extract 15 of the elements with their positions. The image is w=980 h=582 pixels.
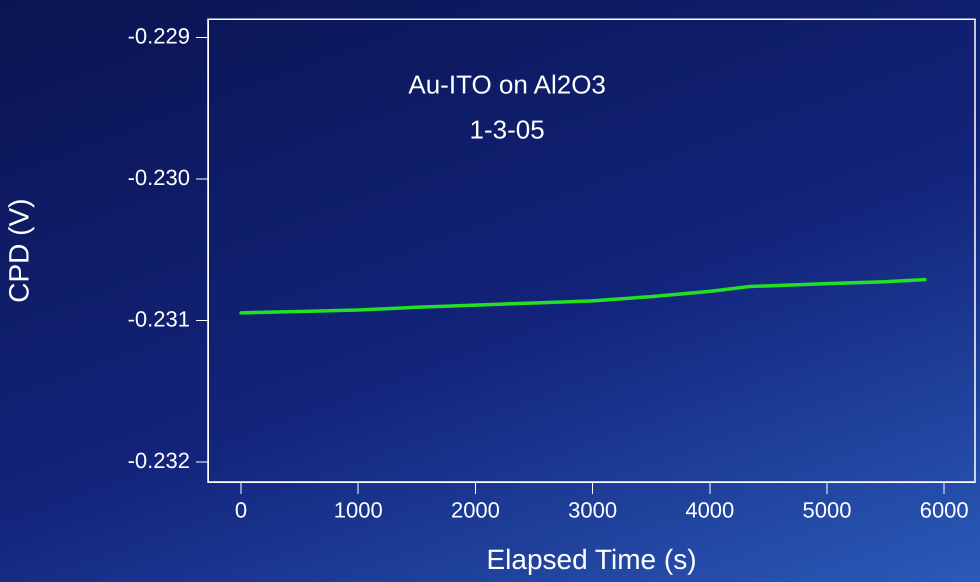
y-tick-label: -0.229 [128, 24, 190, 49]
text: Au-ITO on Al2O3 [408, 69, 606, 100]
y-axis-title: CPD (V) [4, 198, 35, 303]
x-tick-label: 5000 [802, 497, 852, 522]
y-tick-label: -0.232 [128, 448, 190, 474]
y-tick-label: -0.230 [128, 165, 190, 190]
x-axis-title: Elapsed Time (s) [486, 544, 697, 575]
x-tick-label: 2000 [450, 497, 500, 522]
x-tick-label: 1000 [334, 497, 383, 522]
x-tick-label: 4000 [685, 497, 734, 522]
y-tick-label: -0.231 [128, 306, 190, 332]
x-tick-label: 0 [234, 497, 248, 522]
x-tick-label: 6000 [920, 497, 969, 522]
text: 1-3-05 [470, 114, 545, 144]
x-tick-label: 3000 [568, 497, 618, 522]
